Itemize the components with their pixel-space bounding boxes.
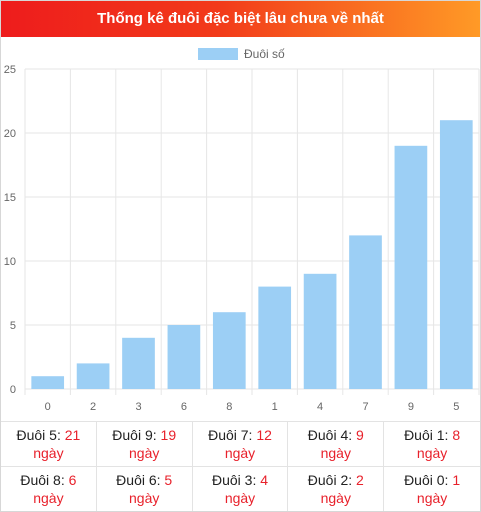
stat-label: Đuôi 9:	[112, 427, 161, 443]
stat-label: Đuôi 0:	[404, 472, 453, 488]
stat-cell: Đuôi 5: 21 ngày	[1, 421, 97, 466]
stat-line: Đuôi 6: 5	[97, 471, 192, 489]
stat-days-value: 12	[256, 427, 272, 443]
stat-label: Đuôi 5:	[16, 427, 65, 443]
stats-table: Đuôi 5: 21 ngày Đuôi 9: 19 ngày Đuôi 7: 12 ng…	[1, 421, 480, 511]
x-tick-label: 6	[181, 401, 187, 413]
stats-row: Đuôi 5: 21 ngày Đuôi 9: 19 ngày Đuôi 7: 12 ng…	[1, 421, 480, 466]
stat-days-value: 1	[452, 472, 461, 488]
stat-days-value: 2	[356, 472, 364, 488]
bar	[303, 273, 337, 389]
stat-label: Đuôi 1:	[404, 427, 453, 443]
stat-line: Đuôi 9: 19	[97, 426, 192, 444]
stat-cell: Đuôi 1: 8 ngày	[384, 421, 480, 466]
stat-label: Đuôi 3:	[211, 472, 261, 488]
bar	[212, 312, 246, 389]
stat-days-value: 4	[260, 472, 269, 488]
stat-cell: Đuôi 7: 12 ngày	[192, 421, 289, 466]
bar	[394, 145, 428, 389]
bar	[31, 376, 65, 389]
stat-unit: ngày	[33, 445, 64, 461]
stat-label: Đuôi 4:	[307, 427, 357, 443]
bar	[122, 337, 155, 389]
stat-label: Đuôi 8:	[20, 472, 69, 488]
x-tick-label: 5	[453, 401, 459, 413]
stat-days-value: 6	[68, 472, 77, 488]
y-tick-label: 20	[4, 128, 16, 140]
stat-unit: ngày	[129, 445, 160, 461]
stat-unit: ngày	[224, 490, 256, 506]
legend-swatch	[198, 48, 238, 60]
y-tick-label: 10	[4, 256, 16, 268]
stat-line: Đuôi 0: 1	[384, 471, 480, 489]
stat-days-value: 21	[64, 427, 81, 443]
x-tick-label: 2	[90, 401, 96, 413]
stat-unit: ngày	[33, 490, 64, 506]
stat-unit: ngày	[416, 490, 448, 506]
stat-line: Đuôi 1: 8	[384, 426, 480, 444]
bar	[439, 120, 473, 389]
stat-cell: Đuôi 6: 5 ngày	[96, 466, 193, 511]
chart-area: Đuôi số 0 5 10 15 20 25 0 2 3 6 8 1 4 7 9 5	[1, 37, 480, 421]
y-tick-label: 0	[10, 384, 16, 396]
stat-cell: Đuôi 0: 1 ngày	[384, 466, 480, 511]
y-tick-label: 15	[4, 192, 16, 204]
stat-line: Đuôi 5: 21	[1, 426, 96, 444]
stat-days-value: 19	[160, 427, 177, 443]
stat-days-value: 8	[452, 427, 461, 443]
stat-unit: ngày	[416, 445, 448, 461]
stat-cell: Đuôi 9: 19 ngày	[96, 421, 193, 466]
stat-line: Đuôi 2: 2	[288, 471, 383, 489]
stat-days-value: 9	[356, 427, 364, 443]
stat-unit: ngày	[320, 445, 351, 461]
stat-line: Đuôi 4: 9	[288, 426, 383, 444]
x-tick-label: 3	[135, 401, 141, 413]
x-tick-label: 7	[362, 401, 368, 413]
y-tick-label: 25	[4, 64, 16, 76]
stat-cell: Đuôi 8: 6 ngày	[1, 466, 97, 511]
stat-cell: Đuôi 2: 2 ngày	[288, 466, 385, 511]
bar-chart: Đuôi số 0 5 10 15 20 25 0 2 3 6 8 1 4 7 9 5	[4, 47, 480, 413]
bar	[167, 325, 201, 389]
stat-unit: ngày	[320, 490, 351, 506]
x-tick-label: 8	[226, 401, 232, 413]
stat-cell: Đuôi 4: 9 ngày	[288, 421, 385, 466]
stat-unit: ngày	[224, 445, 256, 461]
legend-label: Đuôi số	[244, 47, 285, 61]
bar	[76, 363, 110, 389]
chart-title: Thống kê đuôi đặc biệt lâu chưa về nhất	[1, 1, 480, 37]
stats-row: Đuôi 8: 6 ngày Đuôi 6: 5 ngày Đuôi 3: 4 ngày Đ…	[1, 466, 480, 511]
stat-label: Đuôi 6:	[116, 472, 165, 488]
stat-label: Đuôi 2:	[307, 472, 357, 488]
stat-line: Đuôi 7: 12	[193, 426, 288, 444]
stat-label: Đuôi 7:	[208, 427, 257, 443]
x-tick-label: 0	[45, 401, 51, 413]
y-tick-label: 5	[10, 320, 16, 332]
stat-line: Đuôi 8: 6	[1, 471, 96, 489]
bar	[258, 286, 292, 389]
stat-days-value: 5	[164, 472, 173, 488]
stat-line: Đuôi 3: 4	[193, 471, 288, 489]
x-tick-label: 9	[408, 401, 414, 413]
stat-cell: Đuôi 3: 4 ngày	[192, 466, 289, 511]
stat-unit: ngày	[129, 490, 160, 506]
bar	[349, 235, 382, 389]
x-tick-label: 1	[272, 401, 278, 413]
x-tick-label: 4	[317, 401, 323, 413]
